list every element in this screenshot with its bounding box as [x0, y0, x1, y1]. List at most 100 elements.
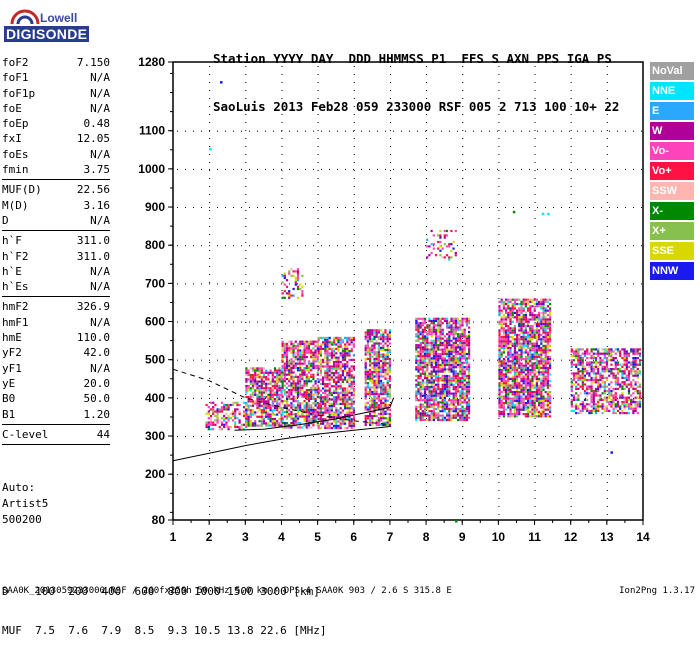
grid-dot: [249, 436, 250, 437]
grid-dot: [577, 207, 578, 208]
echo-point: [248, 396, 250, 398]
echo-point: [365, 373, 367, 375]
echo-point: [384, 353, 386, 355]
grid-dot: [457, 207, 458, 208]
echo-point: [444, 395, 446, 397]
grid-dot: [265, 322, 266, 323]
echo-point: [278, 370, 280, 372]
echo-point: [505, 340, 507, 342]
echo-point: [324, 398, 326, 400]
echo-point: [466, 366, 468, 368]
grid-dot: [353, 169, 354, 170]
echo-point: [459, 419, 461, 421]
echo-point: [450, 377, 452, 379]
echo-point: [320, 407, 322, 409]
grid-dot: [354, 106, 355, 107]
grid-dot: [257, 436, 258, 437]
echo-point: [306, 343, 308, 345]
echo-point: [514, 343, 516, 345]
echo-point: [245, 420, 247, 422]
plot-frame: [173, 62, 643, 520]
echo-point: [422, 322, 424, 324]
grid-dot: [245, 82, 246, 83]
echo-point: [455, 344, 457, 346]
echo-point: [301, 358, 303, 360]
grid-dot: [462, 482, 463, 483]
echo-point: [259, 405, 261, 407]
echo-point: [503, 391, 505, 393]
grid-dot: [354, 482, 355, 483]
echo-point: [293, 407, 295, 409]
echo-point: [422, 366, 424, 368]
echo-point: [219, 426, 221, 428]
echo-point: [290, 343, 292, 345]
echo-point: [435, 377, 437, 379]
echo-point: [301, 286, 303, 288]
echo-point: [310, 389, 312, 391]
echo-point: [468, 393, 470, 395]
grid-dot: [426, 514, 427, 515]
echo-point: [326, 354, 328, 356]
echo-point: [424, 386, 426, 388]
grid-dot: [393, 283, 394, 284]
echo-point: [437, 324, 439, 326]
grid-dot: [433, 207, 434, 208]
echo-point: [306, 398, 308, 400]
echo-point: [371, 424, 373, 426]
echo-point: [507, 413, 509, 415]
echo-point: [389, 395, 391, 397]
grid-dot: [209, 178, 210, 179]
echo-point: [346, 372, 348, 374]
echo-point: [450, 379, 452, 381]
echo-point: [297, 420, 299, 422]
echo-point: [373, 360, 375, 362]
grid-dot: [498, 258, 499, 259]
echo-point: [373, 353, 375, 355]
echo-point: [450, 331, 452, 333]
grid-dot: [473, 169, 474, 170]
grid-dot: [337, 245, 338, 246]
grid-dot: [313, 436, 314, 437]
echo-point: [382, 331, 384, 333]
echo-point: [453, 384, 455, 386]
echo-point: [520, 356, 522, 358]
grid-dot: [462, 234, 463, 235]
echo-point: [378, 419, 380, 421]
grid-dot: [426, 234, 427, 235]
echo-point: [450, 351, 452, 353]
echo-point: [365, 386, 367, 388]
echo-point: [431, 349, 433, 351]
echo-point: [310, 409, 312, 411]
grid-dot: [433, 245, 434, 246]
echo-point: [243, 415, 245, 417]
echo-point: [389, 413, 391, 415]
echo-point: [288, 385, 290, 387]
echo-point: [225, 404, 227, 406]
grid-dot: [281, 146, 282, 147]
echo-point: [304, 380, 306, 382]
grid-dot: [625, 322, 626, 323]
echo-point: [301, 376, 303, 378]
echo-point: [245, 385, 247, 387]
echo-point: [337, 359, 339, 361]
echo-point: [353, 354, 355, 356]
echo-point: [424, 331, 426, 333]
grid-dot: [425, 474, 426, 475]
grid-dot: [361, 245, 362, 246]
echo-point: [459, 322, 461, 324]
grid-dot: [281, 194, 282, 195]
echo-point: [256, 396, 258, 398]
echo-point: [415, 410, 417, 412]
echo-point: [501, 391, 503, 393]
echo-point: [431, 333, 433, 335]
echo-point: [263, 403, 265, 405]
echo-point: [444, 237, 446, 239]
grid-dot: [369, 436, 370, 437]
grid-dot: [345, 245, 346, 246]
echo-point: [503, 360, 505, 362]
echo-point: [212, 428, 214, 430]
echo-point: [389, 360, 391, 362]
echo-point: [507, 303, 509, 305]
grid-dot: [537, 474, 538, 475]
echo-point: [417, 375, 419, 377]
